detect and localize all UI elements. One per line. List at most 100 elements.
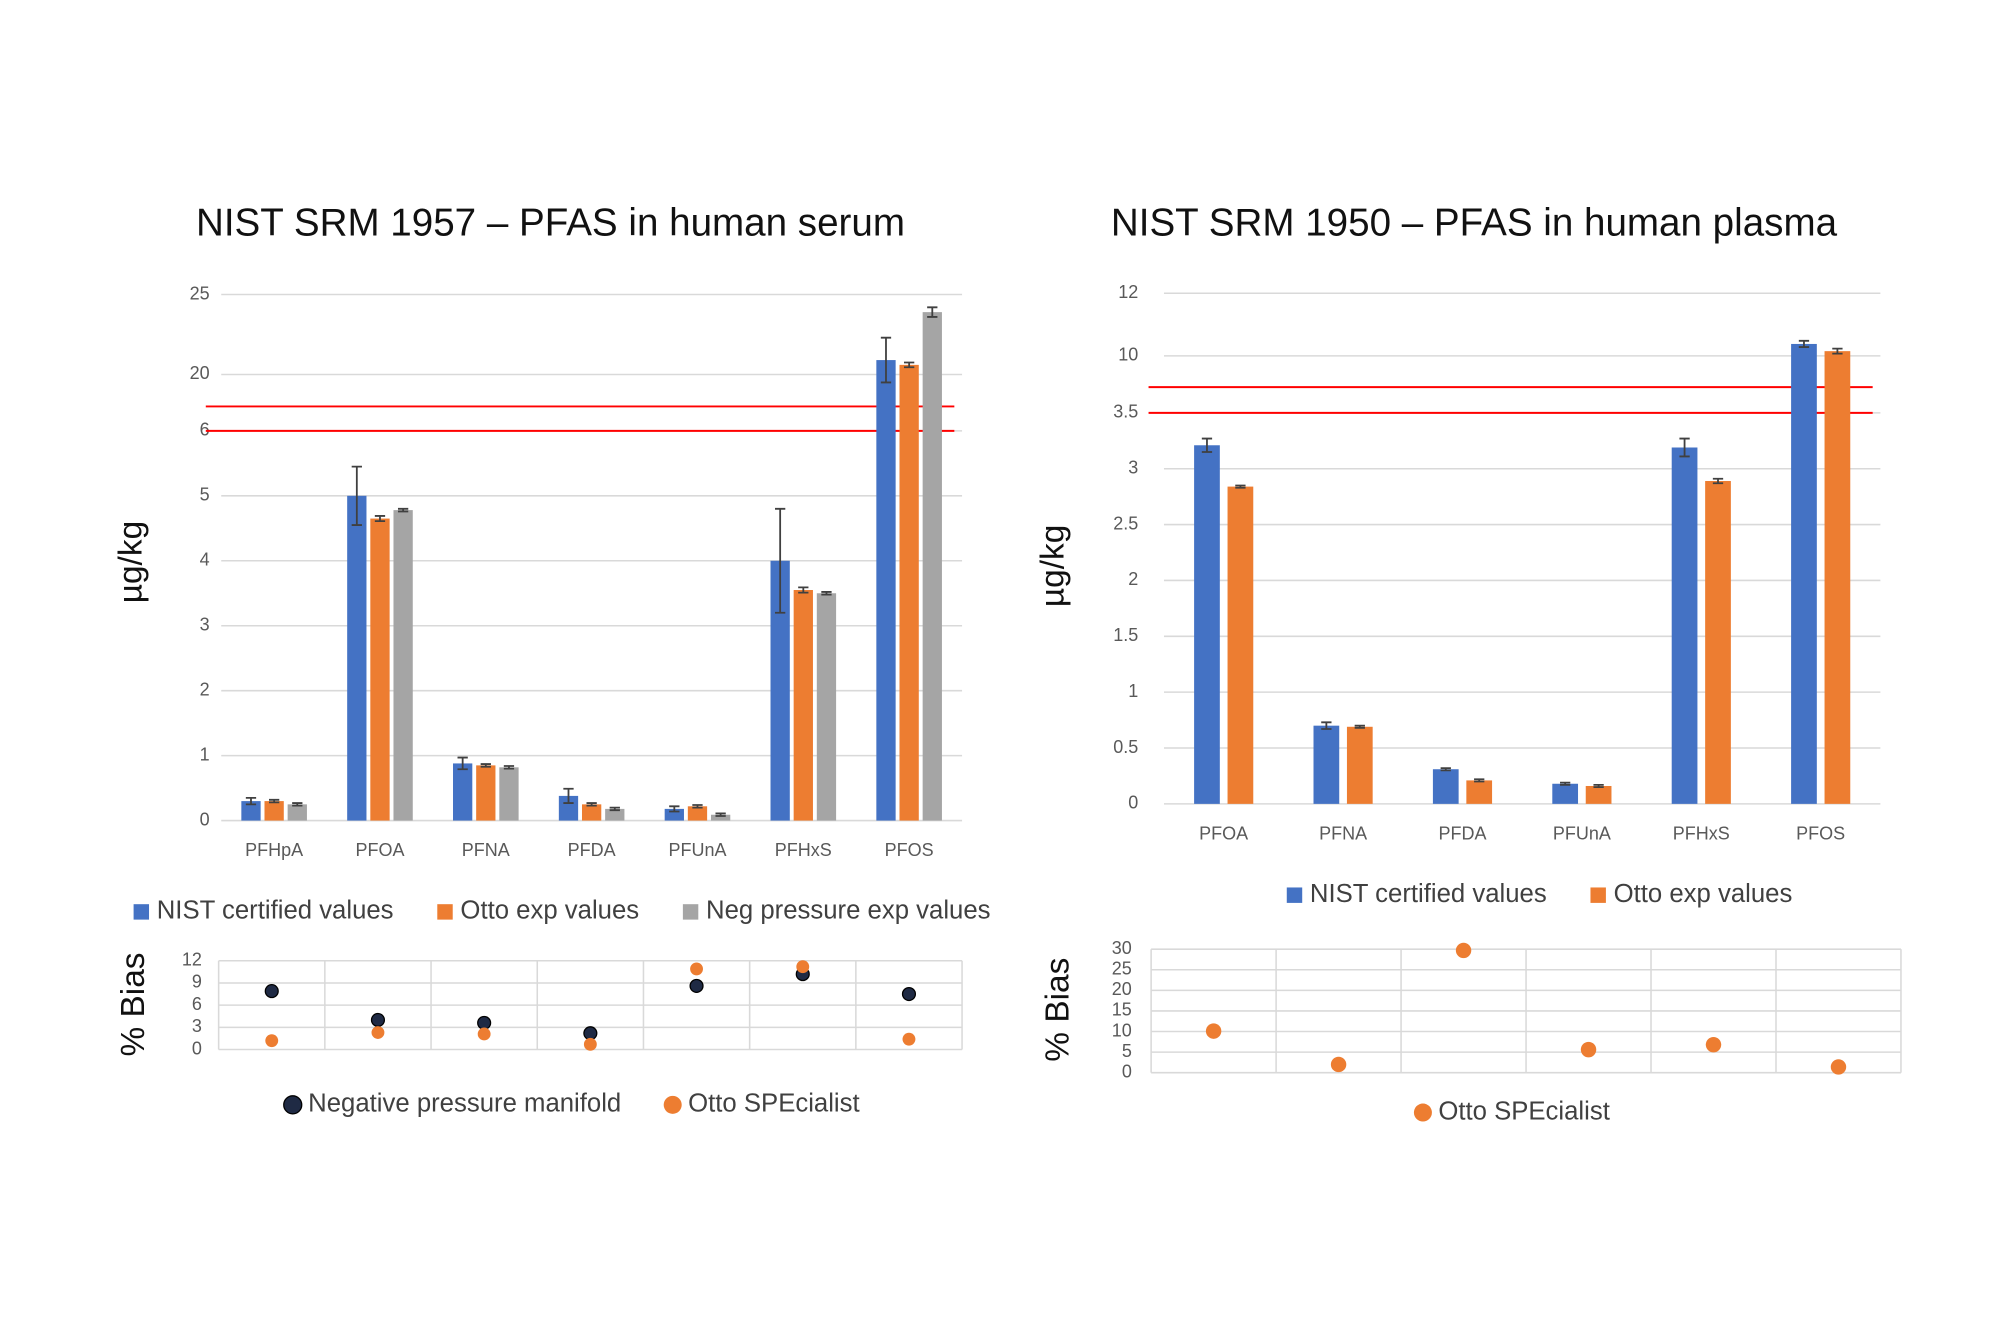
bar: [476, 765, 496, 821]
error-bar: [1560, 781, 1571, 786]
y-tick-label: 30: [1112, 938, 1132, 958]
error-bar: [1321, 721, 1332, 730]
x-tick-label: PFOA: [355, 840, 404, 860]
y-tick-label: 15: [1112, 1000, 1132, 1020]
chart-title: NIST SRM 1950 – PFAS in human plasma: [1111, 201, 1838, 244]
legend: NIST certified values Otto exp values Neg …: [133, 897, 991, 925]
bar: [1671, 447, 1698, 804]
legend-label: Negative pressure manifold: [308, 1090, 621, 1118]
error-bar: [1832, 347, 1843, 355]
legend-label: NIST certified values: [1310, 880, 1547, 908]
error-bar: [1354, 724, 1365, 729]
bar: [499, 767, 519, 821]
error-bar: [245, 796, 257, 806]
bar: [710, 814, 731, 821]
y-tick-label: 3: [1128, 457, 1138, 477]
y-tick-label: 25: [1112, 959, 1132, 979]
y-axis-label: µg/kg: [1034, 525, 1071, 607]
y-tick-label: 12: [182, 950, 202, 970]
error-bar: [563, 787, 574, 804]
y-tick-label: 2.5: [1113, 513, 1138, 533]
legend-marker: [283, 1095, 303, 1115]
bar: [1432, 769, 1459, 804]
y-tick-label: 6: [200, 420, 210, 440]
y-tick-label: 0: [200, 809, 210, 829]
data-point: [583, 1037, 597, 1051]
error-bar: [457, 756, 468, 771]
error-bar: [1712, 477, 1724, 485]
bar: [241, 801, 261, 821]
data-point: [1205, 1023, 1222, 1039]
y-tick-label: 2: [200, 679, 210, 699]
bar: [264, 801, 284, 821]
bar: [1466, 780, 1493, 804]
error-bar: [586, 802, 597, 807]
legend: Negative pressure manifold Otto SPEcialis…: [283, 1090, 860, 1118]
data-point: [583, 1026, 598, 1041]
bar: [664, 808, 684, 821]
data-point: [901, 986, 917, 1002]
legend-label: Neg pressure exp values: [706, 897, 990, 925]
x-tick-label: PFDA: [568, 840, 616, 860]
y-tick-label: 5: [200, 485, 210, 505]
data-point: [477, 1015, 492, 1030]
x-tick-label: PFNA: [462, 840, 510, 860]
x-tick-label: PFUnA: [668, 840, 726, 860]
x-tick-label: PFNA: [1319, 823, 1367, 843]
error-bar: [503, 765, 515, 770]
data-point: [689, 978, 704, 993]
bar: [1313, 725, 1340, 804]
y-tick-label: 3: [200, 614, 210, 634]
y-tick-label: 12: [1118, 282, 1138, 302]
bar: [876, 360, 896, 821]
error-bar: [669, 805, 680, 813]
y-tick-label: 9: [192, 972, 202, 992]
bar: [899, 364, 919, 821]
y-tick-label: 10: [1112, 1020, 1132, 1040]
error-bar: [775, 507, 786, 614]
y-tick-label: 0: [1122, 1061, 1132, 1081]
bar: [393, 510, 413, 821]
bar: [687, 806, 708, 821]
bar: [287, 804, 307, 821]
error-bar: [1440, 767, 1451, 772]
error-bar: [927, 306, 938, 318]
data-point: [902, 1032, 916, 1046]
legend-label: Otto exp values: [460, 897, 639, 925]
x-tick-label: PFUnA: [1553, 823, 1611, 843]
legend-label: Otto SPEcialist: [688, 1090, 860, 1118]
bar: [770, 560, 790, 821]
legend: NIST certified values Otto exp values: [1286, 880, 1792, 908]
y-tick-label: 0.5: [1113, 737, 1138, 757]
error-bar: [480, 763, 491, 768]
error-bar: [692, 804, 703, 809]
legend-marker: [682, 904, 699, 920]
bar: [922, 312, 942, 821]
legend-marker: [663, 1095, 682, 1114]
error-bar: [821, 591, 832, 596]
x-tick-label: PFHpA: [245, 840, 303, 860]
error-bar: [374, 515, 386, 523]
bar: [581, 804, 602, 821]
legend-marker: [437, 904, 453, 920]
data-point: [264, 984, 279, 999]
bar: [1227, 486, 1254, 804]
data-point: [371, 1026, 385, 1039]
bar: [1552, 783, 1579, 804]
error-bar: [1201, 437, 1213, 453]
error-bar: [1593, 783, 1604, 789]
bar: [558, 795, 579, 821]
y-tick-label: 20: [190, 363, 210, 383]
x-tick-label: PFOS: [1796, 823, 1845, 843]
data-point: [477, 1027, 491, 1041]
bar: [370, 518, 390, 821]
data-point: [1455, 942, 1472, 959]
error-bar: [268, 798, 280, 804]
bar: [816, 593, 837, 821]
bar: [453, 763, 473, 821]
y-tick-label: 1.5: [1113, 625, 1138, 645]
bar: [1824, 351, 1851, 804]
x-tick-label: PFHxS: [775, 840, 832, 860]
y-tick-label: 20: [1112, 979, 1132, 999]
